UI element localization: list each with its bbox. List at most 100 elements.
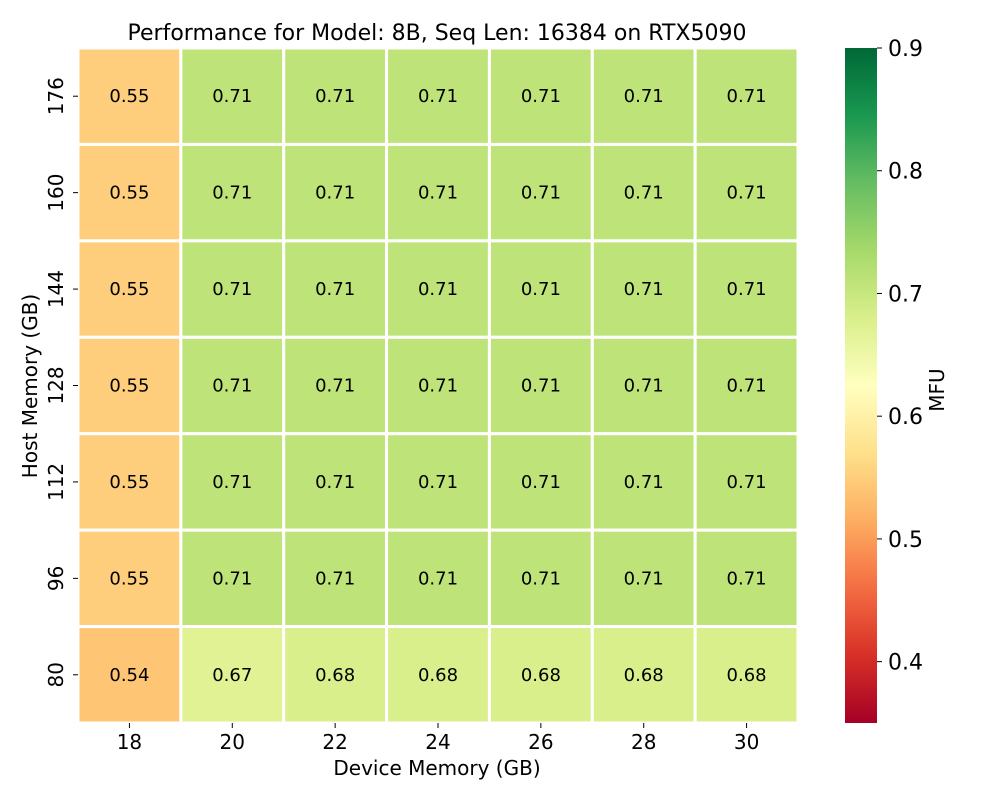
cell-value-label: 0.71 — [418, 568, 458, 589]
cell-value-label: 0.71 — [624, 376, 664, 397]
y-tick-label: 160 — [44, 174, 68, 212]
y-axis-ticks: 176 160 144 128 112 96 80 — [44, 77, 78, 688]
cell-value-label: 0.71 — [624, 86, 664, 107]
x-tick-label: 30 — [734, 730, 759, 754]
heatmap-cell — [693, 528, 800, 629]
heatmap-cell — [590, 239, 697, 339]
cell-value-label: 0.71 — [315, 568, 355, 589]
heatmap-cell — [179, 335, 286, 436]
cell-value-label: 0.68 — [727, 665, 767, 686]
colorbar-tick-label: 0.9 — [888, 37, 923, 62]
cell-value-label: 0.71 — [727, 279, 767, 300]
cell-value-label: 0.68 — [418, 665, 458, 686]
heatmap-cell — [179, 239, 286, 339]
cell-value-label: 0.71 — [521, 376, 561, 397]
colorbar-tick-label: 0.4 — [888, 651, 923, 676]
x-tick-label: 26 — [528, 730, 553, 754]
heatmap-cell — [693, 625, 800, 725]
heatmap-cell — [76, 528, 183, 629]
cell-value-label: 0.71 — [418, 472, 458, 493]
colorbar-gradient — [845, 48, 877, 723]
x-tick-label: 22 — [322, 730, 347, 754]
heatmap-cell — [179, 528, 286, 629]
y-tick-label: 144 — [44, 270, 68, 308]
heatmap-cell — [76, 432, 183, 532]
x-axis-label: Device Memory (GB) — [333, 756, 540, 780]
x-tick-label: 24 — [425, 730, 450, 754]
cell-value-label: 0.71 — [624, 279, 664, 300]
heatmap-cell — [693, 142, 800, 243]
cell-value-label: 0.68 — [315, 665, 355, 686]
cell-value-label: 0.71 — [212, 376, 252, 397]
cell-value-label: 0.71 — [212, 568, 252, 589]
heatmap-cell — [693, 239, 800, 339]
cell-value-label: 0.71 — [521, 86, 561, 107]
colorbar-label: MFU — [925, 368, 949, 411]
colorbar-tick-label: 0.6 — [888, 405, 923, 430]
x-axis-ticks: 18 20 22 24 26 28 30 — [117, 723, 759, 754]
heatmap-cell — [590, 335, 697, 436]
colorbar: 0.4 0.5 0.6 0.7 0.8 0.9 — [845, 37, 923, 723]
cell-value-label: 0.71 — [315, 472, 355, 493]
heatmap-cell — [282, 432, 389, 532]
cell-value-label: 0.71 — [212, 183, 252, 204]
cell-value-label: 0.71 — [418, 86, 458, 107]
x-tick-label: 20 — [220, 730, 245, 754]
cell-value-label: 0.55 — [109, 86, 149, 107]
cell-value-label: 0.55 — [109, 183, 149, 204]
heatmap-cell — [76, 335, 183, 436]
y-tick-label: 112 — [44, 463, 68, 501]
cell-value-label: 0.68 — [521, 665, 561, 686]
heatmap-cells: 0.55 0.71 0.71 0.71 0.71 0.71 0.71 0.55 0.71 0.71… — [76, 46, 800, 725]
cell-value-label: 0.71 — [521, 472, 561, 493]
heatmap-cell — [385, 625, 491, 725]
heatmap-cell — [487, 625, 594, 725]
heatmap-cell — [282, 239, 389, 339]
cell-value-label: 0.67 — [212, 665, 252, 686]
y-axis-label: Host Memory (GB) — [18, 294, 42, 478]
colorbar-tick-label: 0.8 — [888, 160, 923, 185]
y-tick-label: 128 — [44, 366, 68, 404]
y-tick-label: 96 — [44, 566, 68, 591]
heatmap-cell — [487, 239, 594, 339]
cell-value-label: 0.71 — [212, 86, 252, 107]
cell-value-label: 0.55 — [109, 279, 149, 300]
colorbar-tick-label: 0.7 — [888, 282, 923, 307]
cell-value-label: 0.68 — [624, 665, 664, 686]
cell-value-label: 0.71 — [727, 183, 767, 204]
cell-value-label: 0.71 — [418, 376, 458, 397]
cell-value-label: 0.71 — [315, 279, 355, 300]
cell-value-label: 0.71 — [212, 279, 252, 300]
heatmap-cell — [179, 46, 286, 146]
cell-value-label: 0.71 — [418, 183, 458, 204]
x-tick-label: 28 — [631, 730, 656, 754]
chart-title: Performance for Model: 8B, Seq Len: 1638… — [128, 21, 747, 46]
cell-value-label: 0.71 — [624, 472, 664, 493]
y-tick-label: 80 — [44, 662, 68, 687]
heatmap-cell — [487, 142, 594, 243]
heatmap-cell — [282, 625, 389, 725]
cell-value-label: 0.71 — [727, 376, 767, 397]
x-tick-label: 18 — [117, 730, 142, 754]
cell-value-label: 0.71 — [212, 472, 252, 493]
cell-value-label: 0.71 — [727, 568, 767, 589]
cell-value-label: 0.71 — [521, 279, 561, 300]
cell-value-label: 0.71 — [521, 183, 561, 204]
cell-value-label: 0.54 — [109, 665, 149, 686]
heatmap-cell — [282, 142, 389, 243]
cell-value-label: 0.71 — [418, 279, 458, 300]
colorbar-tick-label: 0.5 — [888, 528, 923, 553]
cell-value-label: 0.71 — [727, 86, 767, 107]
cell-value-label: 0.71 — [624, 568, 664, 589]
cell-value-label: 0.55 — [109, 376, 149, 397]
cell-value-label: 0.55 — [109, 568, 149, 589]
y-tick-label: 176 — [44, 77, 68, 115]
cell-value-label: 0.71 — [315, 376, 355, 397]
cell-value-label: 0.71 — [521, 568, 561, 589]
cell-value-label: 0.71 — [315, 183, 355, 204]
cell-value-label: 0.71 — [624, 183, 664, 204]
heatmap-cell — [590, 625, 697, 725]
cell-value-label: 0.71 — [315, 86, 355, 107]
